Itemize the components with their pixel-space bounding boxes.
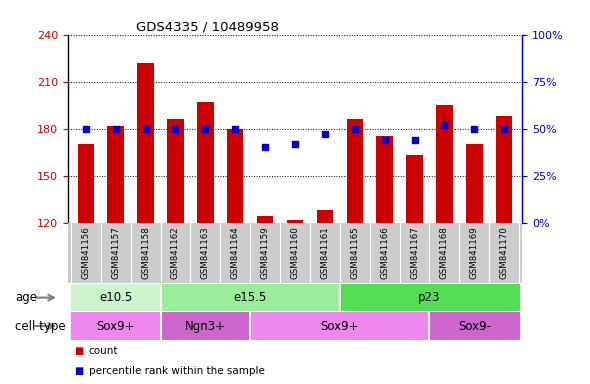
Point <box>320 131 330 137</box>
Text: GSM841168: GSM841168 <box>440 227 449 279</box>
Text: GSM841170: GSM841170 <box>500 227 509 279</box>
Text: GDS4335 / 10489958: GDS4335 / 10489958 <box>136 20 279 33</box>
Text: Sox9+: Sox9+ <box>96 319 135 333</box>
Text: GSM841163: GSM841163 <box>201 227 210 279</box>
Point <box>380 137 389 143</box>
Bar <box>77 144 94 223</box>
Bar <box>137 63 154 223</box>
Point <box>171 126 180 132</box>
Bar <box>160 284 340 311</box>
Text: Sox9+: Sox9+ <box>320 319 359 333</box>
Bar <box>430 312 519 340</box>
Point <box>260 144 270 151</box>
Text: GSM841157: GSM841157 <box>111 227 120 279</box>
Bar <box>227 129 244 223</box>
Bar <box>466 144 483 223</box>
Text: e10.5: e10.5 <box>99 291 132 304</box>
Bar <box>250 312 430 340</box>
Text: count: count <box>88 346 118 356</box>
Bar <box>167 119 183 223</box>
Point <box>81 126 90 132</box>
Bar <box>287 220 303 223</box>
Point <box>141 126 150 132</box>
Text: ■: ■ <box>74 366 83 376</box>
Text: GSM841164: GSM841164 <box>231 227 240 279</box>
Text: GSM841160: GSM841160 <box>290 227 300 279</box>
Text: Sox9-: Sox9- <box>458 319 491 333</box>
Point <box>201 126 210 132</box>
Point <box>111 126 120 132</box>
Text: GSM841167: GSM841167 <box>410 227 419 279</box>
Bar <box>340 284 519 311</box>
Bar <box>496 116 513 223</box>
Bar <box>436 105 453 223</box>
Point <box>231 126 240 132</box>
Text: GSM841159: GSM841159 <box>261 227 270 279</box>
Text: GSM841161: GSM841161 <box>320 227 329 279</box>
Point <box>440 122 449 128</box>
Bar <box>257 217 273 223</box>
Text: GSM841169: GSM841169 <box>470 227 479 279</box>
Point <box>410 137 419 143</box>
Text: GSM841162: GSM841162 <box>171 227 180 279</box>
Bar <box>197 102 214 223</box>
Text: percentile rank within the sample: percentile rank within the sample <box>88 366 264 376</box>
Text: GSM841165: GSM841165 <box>350 227 359 279</box>
Bar <box>376 136 393 223</box>
Text: GSM841166: GSM841166 <box>380 227 389 279</box>
Text: GSM841158: GSM841158 <box>141 227 150 279</box>
Bar <box>71 284 160 311</box>
Text: GSM841156: GSM841156 <box>81 227 90 279</box>
Text: p23: p23 <box>418 291 441 304</box>
Text: e15.5: e15.5 <box>234 291 267 304</box>
Bar <box>71 312 160 340</box>
Point <box>500 126 509 132</box>
Point <box>470 126 479 132</box>
Text: cell type: cell type <box>15 319 65 333</box>
Bar <box>107 126 124 223</box>
Bar <box>160 312 250 340</box>
Bar <box>317 210 333 223</box>
Bar <box>407 155 423 223</box>
Bar <box>346 119 363 223</box>
Point <box>350 126 359 132</box>
Text: Ngn3+: Ngn3+ <box>185 319 226 333</box>
Text: ■: ■ <box>74 346 83 356</box>
Point <box>290 141 300 147</box>
Text: age: age <box>15 291 37 304</box>
